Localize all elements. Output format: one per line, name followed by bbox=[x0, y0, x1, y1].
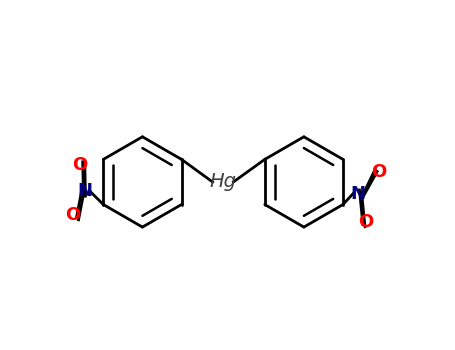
Text: O: O bbox=[358, 213, 373, 231]
Text: N: N bbox=[350, 185, 365, 203]
Text: O: O bbox=[66, 206, 81, 224]
Text: N: N bbox=[78, 182, 93, 199]
Text: Hg: Hg bbox=[209, 173, 237, 191]
Text: O: O bbox=[371, 162, 386, 181]
Text: O: O bbox=[72, 156, 87, 174]
